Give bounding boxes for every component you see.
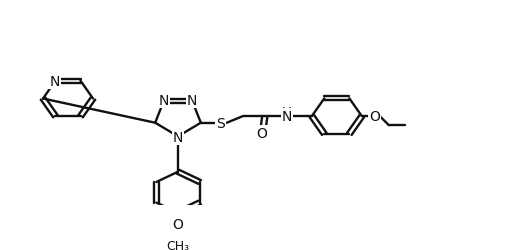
Text: N: N [49,74,60,88]
Text: O: O [257,127,267,141]
Text: O: O [173,217,183,230]
Text: N: N [282,110,292,124]
Text: H: H [282,105,292,118]
Text: N: N [159,94,169,108]
Text: CH₃: CH₃ [167,239,189,250]
Text: S: S [217,116,225,130]
Text: N: N [187,94,197,108]
Text: N: N [173,131,183,144]
Text: O: O [369,110,380,124]
